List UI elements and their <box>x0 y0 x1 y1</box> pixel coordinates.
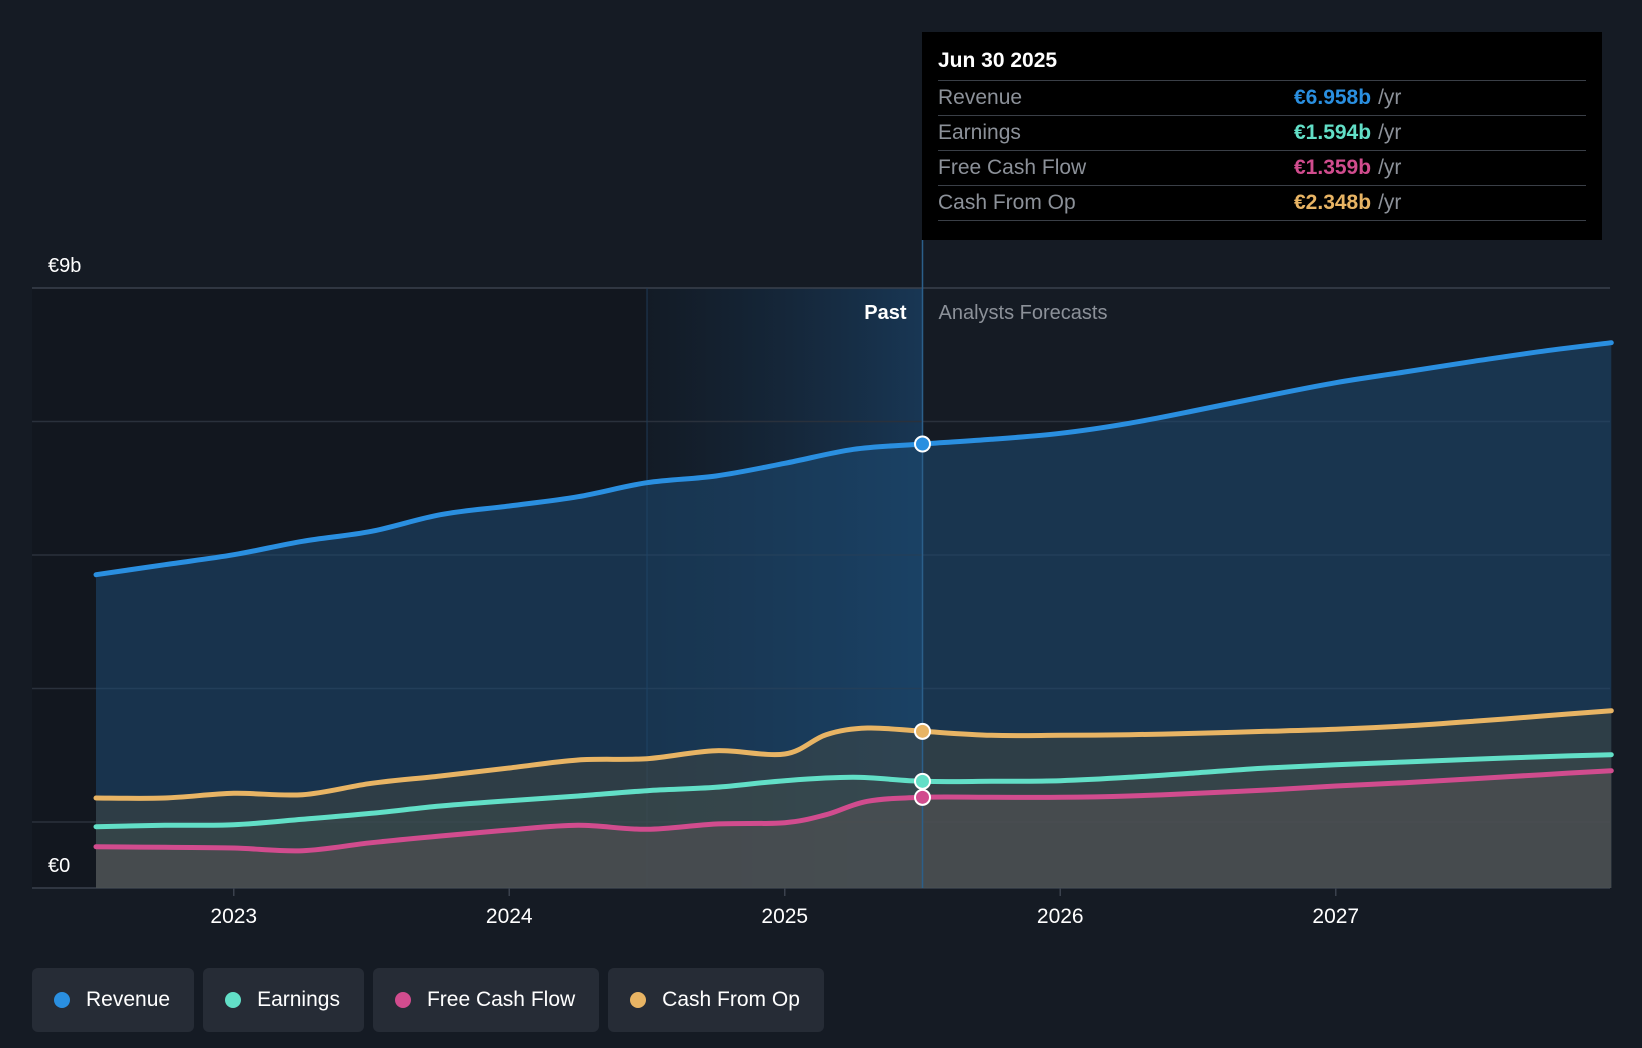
revenue-marker <box>914 435 931 453</box>
legend-label: Cash From Op <box>662 988 800 1011</box>
tooltip-unit: /yr <box>1378 191 1402 214</box>
hover-markers <box>914 435 931 806</box>
tooltip-row-cfo: Cash From Op €2.348b /yr <box>938 185 1586 221</box>
tooltip-value: €1.594b <box>1294 121 1372 144</box>
x-tick-label: 2027 <box>1312 905 1359 928</box>
x-tick-label: 2024 <box>486 905 533 928</box>
series-lines <box>93 340 1614 854</box>
tooltip-row-revenue: Revenue €6.958b /yr <box>938 80 1586 115</box>
cfo-dot-icon <box>630 992 647 1008</box>
x-axis-ticks: 2023 2024 2025 2026 2027 <box>210 888 1359 928</box>
axes: €9b €0 Past Analysts Forecasts <box>48 255 1107 877</box>
forecast-label: Analysts Forecasts <box>939 302 1108 324</box>
tooltip-unit: /yr <box>1378 121 1402 144</box>
tooltip-date: Jun 30 2025 <box>938 49 1058 72</box>
earnings-dot-icon <box>225 992 242 1008</box>
tooltip-label: Free Cash Flow <box>938 156 1087 179</box>
tooltip-row-fcf: Free Cash Flow €1.359b /yr <box>938 150 1586 185</box>
tooltip-label: Revenue <box>938 86 1023 109</box>
y-tick-label-max: €9b <box>48 255 81 277</box>
tooltip-unit: /yr <box>1378 86 1402 109</box>
series-areas <box>96 342 1612 888</box>
fcf-area <box>96 770 1612 888</box>
legend-item-revenue[interactable]: Revenue <box>32 968 195 1032</box>
tooltip-label: Cash From Op <box>938 191 1076 214</box>
tooltip-unit: /yr <box>1378 156 1402 179</box>
legend-item-earnings[interactable]: Earnings <box>203 968 364 1032</box>
tooltip-value: €2.348b <box>1294 191 1372 214</box>
legend: Revenue Earnings Free Cash Flow Cash Fro… <box>32 968 824 1032</box>
cfo-area <box>96 710 1612 888</box>
tooltip-label: Earnings <box>938 121 1021 144</box>
y-tick-label-min: €0 <box>48 855 70 877</box>
x-tick-label: 2023 <box>210 905 257 928</box>
x-tick-label: 2026 <box>1037 905 1084 928</box>
tooltip-value: €6.958b <box>1294 86 1372 109</box>
cfo-line <box>93 708 1614 801</box>
legend-label: Earnings <box>257 988 340 1011</box>
revenue-line <box>93 340 1614 578</box>
tooltip-row-earnings: Earnings €1.594b /yr <box>938 115 1586 150</box>
revenue-dot-icon <box>54 992 70 1008</box>
fcf-line <box>93 768 1614 854</box>
tooltip-panel: Jun 30 2025 Revenue €6.958b /yr Earnings… <box>922 32 1602 240</box>
legend-item-fcf[interactable]: Free Cash Flow <box>372 968 600 1032</box>
legend-item-cfo[interactable]: Cash From Op <box>608 968 824 1032</box>
x-tick-label: 2025 <box>761 905 808 928</box>
legend-label: Revenue <box>86 988 171 1011</box>
tooltip-value: €1.359b <box>1294 156 1372 179</box>
earnings-marker <box>914 772 931 790</box>
past-label: Past <box>864 302 907 324</box>
cfo-marker <box>914 722 931 740</box>
fcf-marker <box>914 788 931 806</box>
fcf-dot-icon <box>394 992 411 1008</box>
earnings-line <box>93 752 1614 830</box>
legend-label: Free Cash Flow <box>426 988 576 1011</box>
revenue-area <box>96 342 1612 888</box>
